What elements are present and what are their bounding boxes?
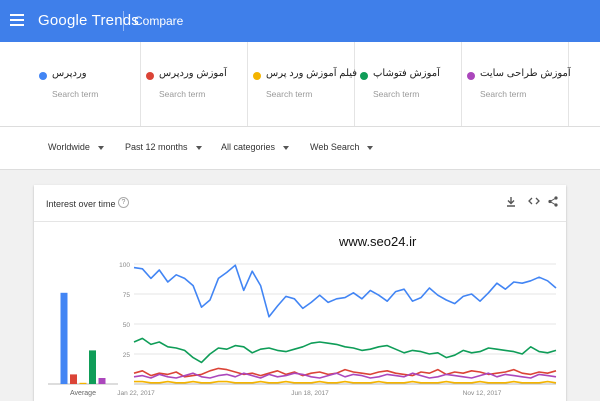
search-term-5[interactable]: آموزش طراحی سایت Search term [462, 42, 571, 126]
y-tick-label: 50 [123, 322, 131, 329]
series-line [133, 372, 557, 379]
search-terms-row: وردپرس Search term آموزش وردپرس Search t… [0, 42, 600, 127]
filters-row: Worldwide Past 12 months All categories … [0, 127, 600, 170]
search-type-dropdown-label: Web Search [310, 142, 360, 152]
search-term-placeholder: Search term [159, 89, 206, 99]
series-dot-4 [360, 72, 368, 80]
watermark-text: www.seo24.ir [339, 234, 417, 249]
series-dot-3 [253, 72, 261, 80]
search-term-label: وردپرس [52, 68, 87, 79]
search-term-label: فیلم آموزش ورد پرس [266, 68, 358, 79]
chevron-down-icon [283, 145, 290, 150]
chevron-down-icon [97, 145, 104, 150]
card-title: Interest over time [46, 199, 116, 209]
menu-icon[interactable] [10, 14, 24, 26]
average-bar [60, 292, 68, 384]
series-dot-2 [146, 72, 154, 80]
search-term-label: آموزش وردپرس [159, 68, 227, 79]
search-term-label: آموزش طراحی سایت [480, 68, 571, 79]
app-bar: Google Trends Compare [0, 0, 600, 42]
average-bar [79, 382, 87, 384]
category-dropdown[interactable]: All categories [221, 142, 290, 152]
search-term-3[interactable]: فیلم آموزش ورد پرس Search term [248, 42, 358, 126]
download-icon[interactable] [506, 196, 516, 210]
search-term-placeholder: Search term [480, 89, 527, 99]
help-icon[interactable]: ? [118, 197, 129, 208]
average-bar [89, 350, 96, 384]
region-dropdown[interactable]: Worldwide [48, 142, 104, 152]
search-term-4[interactable]: آموزش فتوشاپ Search term [355, 42, 462, 126]
header-divider [123, 11, 124, 31]
average-bar [98, 378, 106, 384]
search-term-1[interactable]: وردپرس Search term [34, 42, 141, 126]
x-tick-label: Jan 22, 2017 [117, 390, 155, 397]
region-dropdown-label: Worldwide [48, 142, 90, 152]
category-dropdown-label: All categories [221, 142, 276, 152]
card-header: Interest over time ? [34, 185, 566, 222]
x-tick-label: Jun 18, 2017 [291, 390, 329, 397]
x-tick-label: Nov 12, 2017 [463, 390, 502, 397]
interest-chart: Average 100 75 50 25 Jan 22, 2017 Jun 18, 2017… [48, 262, 557, 397]
search-term-placeholder: Search term [373, 89, 420, 99]
search-term-placeholder: Search term [266, 89, 313, 99]
series-line [133, 264, 557, 318]
series-line [134, 380, 557, 384]
search-type-dropdown[interactable]: Web Search [310, 142, 374, 152]
search-term-label: آموزش فتوشاپ [373, 68, 440, 79]
search-term-2[interactable]: آموزش وردپرس Search term [141, 42, 248, 126]
embed-icon[interactable] [528, 196, 540, 209]
series-dot-1 [39, 72, 47, 80]
chevron-down-icon [195, 145, 202, 150]
y-tick-label: 25 [123, 352, 131, 359]
page-title: Compare [134, 14, 184, 28]
series-dot-5 [467, 72, 475, 80]
time-range-dropdown-label: Past 12 months [125, 142, 188, 152]
series-line [133, 337, 557, 364]
interest-over-time-card: Interest over time ? www.seo24.ir Averag… [34, 185, 566, 401]
average-bar [70, 374, 77, 384]
time-range-dropdown[interactable]: Past 12 months [125, 142, 202, 152]
average-label: Average [70, 390, 96, 397]
chevron-down-icon [367, 145, 374, 150]
app-logo[interactable]: Google Trends [38, 12, 139, 29]
share-icon[interactable] [548, 196, 558, 210]
search-term-placeholder: Search term [52, 89, 99, 99]
y-tick-label: 75 [123, 292, 131, 299]
y-tick-label: 100 [119, 262, 130, 269]
